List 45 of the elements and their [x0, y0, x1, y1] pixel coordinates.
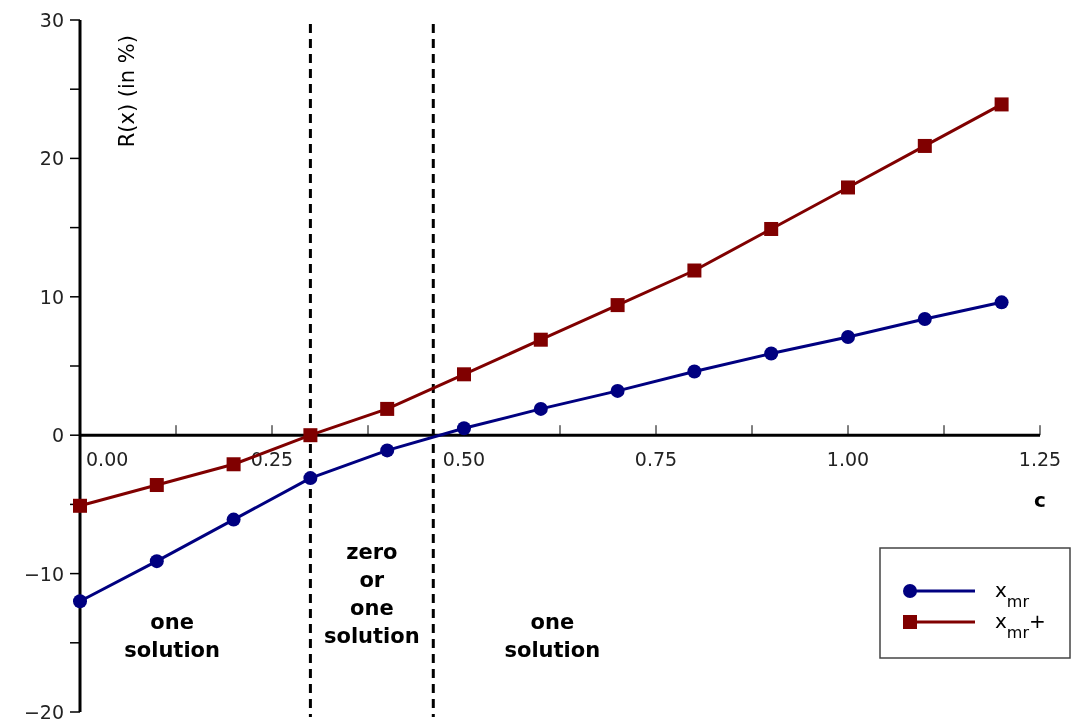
point [841, 329, 855, 344]
y-axis-title: R(x) (in %) [115, 35, 139, 148]
annotation: zero or one solution [323, 540, 420, 649]
point [533, 332, 548, 347]
point [303, 428, 318, 443]
point [764, 346, 779, 361]
point [994, 97, 1009, 112]
y-tick-label: −20 [23, 701, 64, 723]
legend-label: x$_{mr}$+ [995, 609, 1046, 642]
point [610, 298, 625, 313]
x-tick-label: 0.50 [442, 448, 486, 471]
point [226, 457, 241, 472]
x-tick-label: 1.25 [1018, 448, 1062, 471]
point [764, 221, 779, 236]
x-tick-label: 0.00 [86, 448, 129, 471]
legend-label: x$_{mr}$ [995, 578, 1030, 611]
y-tick-label: −10 [23, 562, 64, 585]
point [149, 554, 164, 569]
point [994, 295, 1009, 310]
point [380, 443, 395, 458]
point [149, 478, 164, 493]
point [380, 401, 395, 416]
point [841, 180, 855, 195]
x-axis-title: c [1034, 488, 1046, 513]
y-tick-label: 30 [39, 9, 64, 31]
point [73, 498, 87, 513]
point [917, 138, 932, 153]
point [457, 421, 471, 436]
point [533, 401, 548, 416]
x-tick-label: 0.25 [250, 448, 294, 471]
point [457, 367, 471, 382]
point [303, 471, 318, 486]
annotation: one solution [124, 609, 221, 662]
x-tick-label: 0.75 [634, 448, 678, 471]
y-tick-label: 10 [39, 285, 64, 308]
point [610, 383, 625, 398]
point [226, 512, 241, 527]
point [73, 594, 87, 609]
point [687, 364, 702, 379]
point [687, 263, 702, 278]
point [917, 311, 932, 326]
x-tick-label: 1.00 [826, 448, 870, 471]
y-tick-label: 0 [51, 424, 64, 447]
annotation: one solution [504, 609, 601, 662]
y-tick-label: 20 [39, 147, 64, 170]
